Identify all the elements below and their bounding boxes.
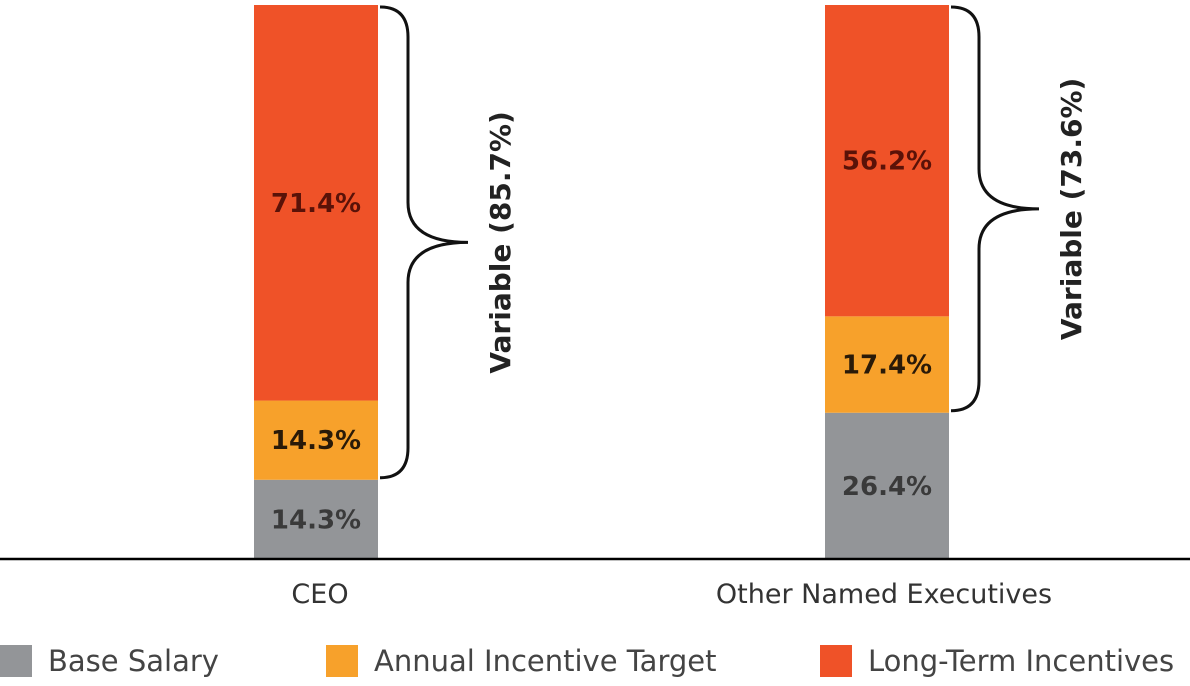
data-label-other-named-executives-annual-incentive-target: 17.4% <box>842 351 932 381</box>
legend-label-long-term-incentives: Long-Term Incentives <box>868 644 1174 678</box>
data-label-ceo-annual-incentive-target: 14.3% <box>271 426 361 456</box>
legend-label-annual-incentive-target: Annual Incentive Target <box>374 644 717 678</box>
bar-ceo-long-term-incentives <box>254 5 378 401</box>
variable-braces-group: Variable (85.7%) Variable (73.6%) <box>379 5 1088 480</box>
brace-other-named-executives <box>950 5 1040 413</box>
legend-swatch-annual-incentive-target <box>326 645 358 677</box>
bar-other-named-executives-long-term-incentives <box>825 5 949 317</box>
variable-annotation-other-named-executives: Variable (73.6%) <box>1055 78 1088 340</box>
bars-group <box>254 5 949 559</box>
category-label-ceo: CEO <box>291 579 348 610</box>
bar-other-named-executives-base-salary <box>825 412 949 559</box>
data-label-ceo-base-salary: 14.3% <box>271 505 361 535</box>
category-label-other-named-executives: Other Named Executives <box>716 579 1052 610</box>
legend-label-base-salary: Base Salary <box>48 644 219 678</box>
legend-swatch-long-term-incentives <box>820 645 852 677</box>
data-label-other-named-executives-base-salary: 26.4% <box>842 472 932 502</box>
variable-annotation-ceo: Variable (85.7%) <box>484 111 517 373</box>
brace-ceo <box>379 5 469 480</box>
bar-other-named-executives-annual-incentive-target <box>825 316 949 413</box>
bar-ceo-annual-incentive-target <box>254 400 378 480</box>
data-label-ceo-long-term-incentives: 71.4% <box>271 189 361 219</box>
bar-ceo-base-salary <box>254 479 378 559</box>
legend: Base Salary Annual Incentive Target Long-T… <box>0 644 1174 678</box>
category-labels-group: CEO Other Named Executives <box>291 579 1052 610</box>
segment-labels-group: 14.3% 14.3% 71.4% 26.4% 17.4% 56.2% <box>271 147 932 536</box>
legend-swatch-base-salary <box>0 645 32 677</box>
data-label-other-named-executives-long-term-incentives: 56.2% <box>842 147 932 177</box>
